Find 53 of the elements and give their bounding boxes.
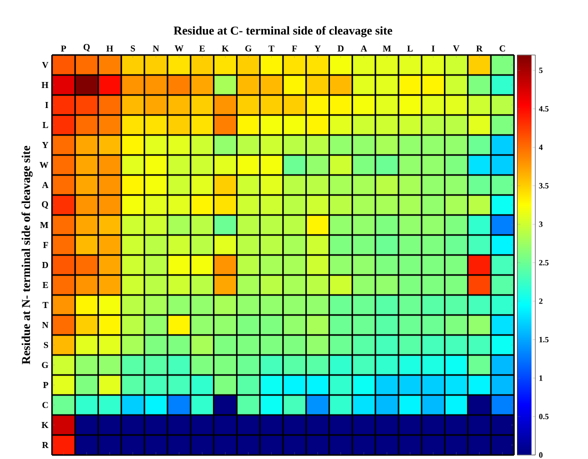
y-tick-label: S	[44, 342, 48, 348]
color-bar-label: 3.5	[539, 183, 549, 188]
y-tick-label: E	[42, 282, 48, 288]
x-tick-label: K	[222, 46, 229, 52]
color-bar-label: 1	[539, 375, 542, 381]
x-tick-label: W	[174, 45, 184, 52]
y-tick-label: I	[45, 102, 48, 108]
x-tick-label: A	[360, 46, 368, 52]
color-bar-label: 3	[539, 222, 543, 227]
x-tick-label: L	[407, 46, 413, 52]
y-tick-label: A	[42, 182, 48, 188]
x-tick-label: Y	[314, 46, 321, 52]
color-bar-label: 2	[539, 298, 542, 304]
x-axis-title: Residue at C- terminal side of cleavage site	[174, 26, 392, 38]
color-bar-label: 5	[539, 68, 543, 74]
y-tick-label: L	[42, 122, 48, 128]
y-tick-label: Q	[42, 201, 48, 209]
x-tick-label: S	[130, 45, 135, 52]
x-tick-label: Q	[84, 44, 90, 52]
y-tick-label: M	[40, 222, 48, 228]
y-tick-label: P	[43, 382, 48, 388]
y-tick-label: F	[43, 242, 48, 248]
y-tick-label: C	[42, 402, 48, 408]
x-tick-label: P	[60, 46, 66, 52]
color-bar-label: 1.5	[539, 336, 549, 342]
y-tick-label: H	[42, 82, 48, 88]
y-tick-label: Y	[42, 142, 48, 148]
color-bar-label: 4	[538, 144, 543, 150]
x-tick-label: H	[106, 46, 114, 52]
color-bar-label: 2.5	[539, 260, 549, 266]
y-tick-label: T	[42, 302, 48, 308]
x-tick-label: G	[245, 45, 252, 52]
color-bar-label: 4.5	[538, 106, 549, 112]
y-tick-label: N	[42, 322, 48, 328]
x-tick-label: N	[152, 46, 160, 52]
color-bar-label: 0	[539, 452, 543, 458]
x-tick-label: F	[292, 46, 297, 52]
y-tick-label: K	[42, 422, 48, 428]
y-tick-label: G	[42, 362, 48, 368]
x-tick-label: C	[500, 45, 506, 52]
x-tick-label: E	[199, 46, 205, 52]
color-bar-label: 0.5	[539, 414, 549, 420]
y-tick-label: V	[42, 62, 48, 68]
x-tick-label: D	[338, 46, 344, 52]
y-axis-title: Residue at N- terminal side of cleavage site	[22, 146, 33, 364]
x-tick-label: T	[268, 46, 274, 52]
x-tick-label: R	[476, 46, 483, 52]
y-tick-label: W	[40, 162, 48, 168]
x-tick-label: M	[382, 46, 391, 52]
y-tick-label: R	[42, 442, 49, 448]
y-tick-label: D	[42, 262, 48, 268]
x-tick-label: I	[432, 46, 435, 52]
x-tick-label: V	[453, 45, 460, 52]
